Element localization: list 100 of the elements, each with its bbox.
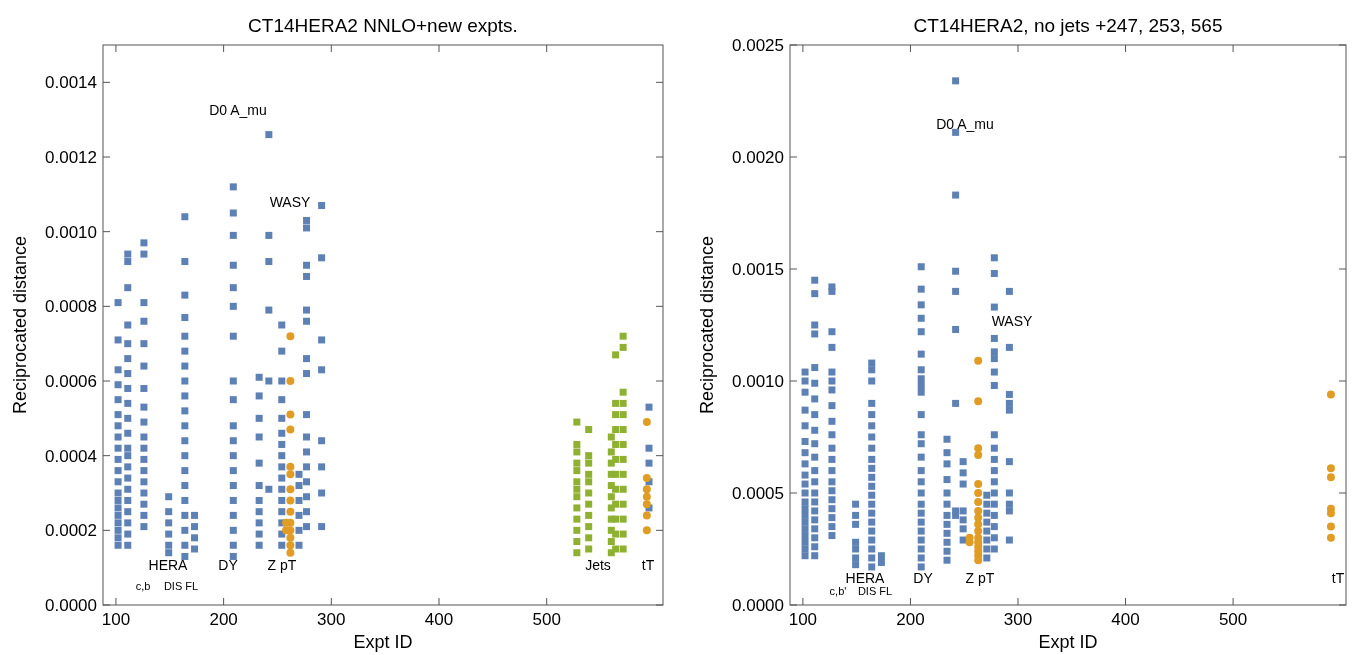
point	[917, 489, 925, 497]
annotation: DY	[913, 569, 934, 586]
point	[1005, 536, 1013, 544]
point	[612, 545, 620, 553]
x-tick-label: 200	[209, 610, 238, 629]
point	[607, 433, 615, 441]
point	[114, 504, 122, 512]
point	[828, 487, 836, 495]
point	[140, 433, 148, 441]
point	[990, 455, 998, 463]
point	[990, 500, 998, 508]
point	[917, 536, 925, 544]
annotation: WASY	[991, 312, 1034, 329]
point	[917, 366, 925, 374]
point	[612, 500, 620, 508]
point	[917, 350, 925, 358]
point	[828, 444, 836, 452]
point	[191, 523, 199, 531]
point	[140, 444, 148, 452]
point	[229, 552, 237, 560]
point	[318, 523, 326, 531]
point	[303, 224, 311, 232]
point	[974, 497, 983, 506]
point	[612, 470, 620, 478]
point	[917, 285, 925, 293]
point	[181, 407, 189, 415]
point	[943, 538, 951, 546]
point	[990, 334, 998, 342]
point	[318, 202, 326, 210]
point	[1005, 406, 1013, 414]
point	[303, 272, 311, 280]
point	[140, 299, 148, 307]
point	[607, 493, 615, 501]
point	[140, 455, 148, 463]
point	[114, 336, 122, 344]
point	[959, 507, 967, 515]
y-tick-label: 0.0014	[45, 73, 97, 93]
point	[124, 452, 132, 460]
point	[852, 500, 860, 508]
point	[181, 314, 189, 322]
point	[229, 422, 237, 430]
point	[959, 516, 967, 524]
point	[801, 377, 809, 385]
point	[114, 541, 122, 549]
point	[181, 332, 189, 340]
point	[612, 455, 620, 463]
point	[801, 449, 809, 457]
point	[229, 467, 237, 475]
point	[140, 362, 148, 370]
point	[983, 518, 991, 526]
point	[619, 515, 627, 523]
point	[573, 485, 581, 493]
point	[278, 508, 286, 516]
point	[801, 518, 809, 526]
point	[917, 478, 925, 486]
point	[303, 478, 311, 486]
point	[612, 530, 620, 538]
point	[811, 453, 819, 461]
point	[943, 500, 951, 508]
point	[114, 422, 122, 430]
point	[191, 545, 199, 553]
x-tick-label: 500	[1218, 610, 1248, 629]
point	[255, 482, 263, 490]
point	[229, 302, 237, 310]
point	[952, 325, 960, 333]
point	[181, 496, 189, 504]
point	[990, 467, 998, 475]
point	[114, 396, 122, 404]
point	[811, 276, 819, 284]
point	[868, 500, 876, 508]
point	[255, 392, 263, 400]
point	[278, 414, 286, 422]
point	[181, 362, 189, 370]
y-tick-label: 0.0004	[45, 446, 97, 466]
point	[124, 414, 132, 422]
point	[140, 467, 148, 475]
y-tick-label: 0.0010	[45, 222, 97, 242]
point	[811, 489, 819, 497]
point	[165, 508, 173, 516]
point	[959, 469, 967, 477]
point	[303, 317, 311, 325]
point	[983, 509, 991, 517]
point	[229, 209, 237, 217]
point	[124, 496, 132, 504]
point	[286, 541, 295, 550]
point	[1326, 464, 1335, 473]
point	[140, 340, 148, 348]
point	[852, 538, 860, 546]
point	[811, 426, 819, 434]
annotation: D0 A_mu	[936, 115, 994, 132]
point	[828, 478, 836, 486]
point	[983, 554, 991, 562]
point	[619, 411, 627, 419]
point	[585, 511, 593, 519]
point	[229, 377, 237, 385]
point	[612, 440, 620, 448]
point	[278, 321, 286, 329]
point	[318, 463, 326, 471]
point	[114, 411, 122, 419]
point	[265, 306, 273, 314]
